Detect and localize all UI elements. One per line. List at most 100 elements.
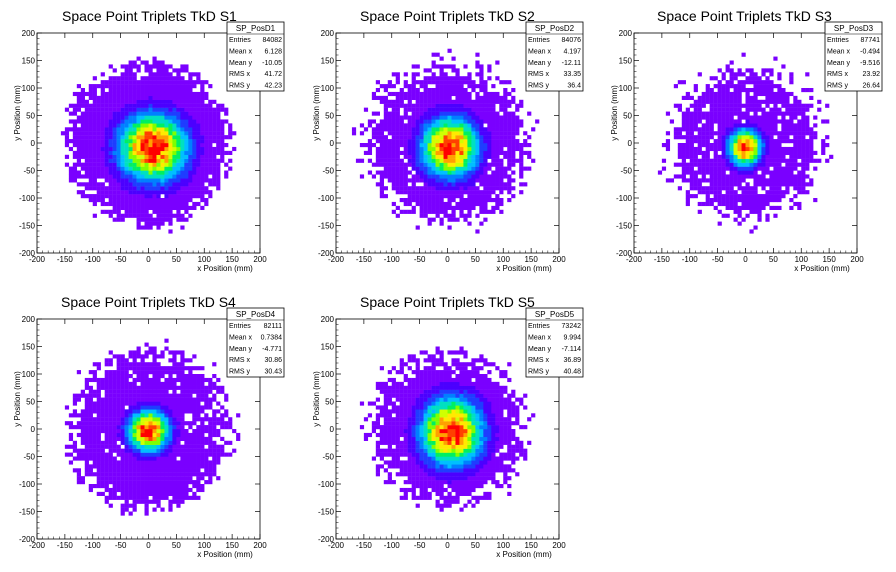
heatmap-cell	[92, 123, 97, 128]
heatmap-cell	[745, 139, 750, 144]
heatmap-cell	[124, 99, 129, 104]
heatmap-cell	[128, 409, 133, 414]
heatmap-cell	[741, 88, 746, 93]
heatmap-cell	[805, 103, 810, 108]
heatmap-cell	[439, 88, 444, 93]
heatmap-cell	[773, 178, 778, 183]
heatmap-cell	[68, 432, 74, 438]
heatmap-cell	[204, 135, 209, 140]
heatmap-cell	[777, 194, 782, 199]
heatmap-cell	[379, 123, 384, 128]
heatmap-cell	[773, 213, 778, 218]
y-tick-label: 150	[619, 57, 633, 66]
heatmap-cell	[527, 154, 532, 159]
heatmap-cell	[665, 146, 671, 152]
heatmap-cell	[180, 194, 185, 199]
heatmap-cell	[455, 201, 460, 207]
heatmap-cell	[188, 190, 193, 195]
heatmap-cell	[447, 107, 452, 112]
heatmap-cell	[176, 194, 181, 199]
heatmap-cell	[144, 91, 149, 97]
heatmap-cell	[769, 80, 774, 85]
heatmap-cell	[463, 111, 468, 116]
heatmap-cell	[188, 440, 193, 445]
heatmap-cell	[132, 190, 137, 195]
heatmap-cell	[124, 194, 129, 199]
heatmap-cell	[475, 166, 480, 171]
heatmap-cell	[431, 99, 436, 104]
heatmap-cell	[399, 158, 404, 163]
heatmap-cell	[120, 436, 125, 441]
heatmap-cell	[753, 135, 758, 140]
heatmap-cell	[507, 186, 512, 191]
heatmap-cell	[228, 131, 233, 136]
heatmap-cell	[455, 154, 460, 159]
heatmap-cell	[160, 135, 165, 140]
heatmap-cell	[172, 381, 177, 386]
heatmap-cell	[112, 389, 117, 394]
heatmap-cell	[156, 393, 161, 398]
heatmap-cell	[164, 88, 169, 93]
heatmap-cell	[116, 143, 121, 148]
heatmap-cell	[403, 150, 408, 155]
heatmap-cell	[511, 186, 516, 191]
heatmap-cell	[503, 95, 508, 100]
heatmap-cell	[124, 401, 129, 406]
heatmap-cell	[491, 143, 496, 148]
heatmap-cell	[176, 495, 181, 500]
heatmap-cell	[789, 162, 794, 167]
heatmap-cell	[499, 190, 504, 195]
heatmap-cell	[363, 150, 369, 155]
heatmap-cell	[80, 480, 85, 485]
heatmap-cell	[423, 111, 428, 116]
heatmap-cell	[84, 139, 89, 144]
heatmap-cell	[188, 186, 193, 191]
heatmap-cell	[124, 452, 129, 457]
heatmap-cell	[100, 174, 105, 179]
heatmap-cell	[673, 162, 678, 167]
heatmap-cell	[152, 135, 157, 140]
heatmap-cell	[136, 103, 141, 108]
heatmap-cell	[164, 468, 169, 473]
heatmap-cell	[204, 146, 209, 152]
heatmap-cell	[180, 91, 185, 97]
heatmap-cell	[821, 119, 826, 124]
heatmap-cell	[713, 119, 718, 124]
heatmap-cell	[64, 135, 70, 140]
heatmap-cell	[475, 194, 480, 199]
heatmap-cell	[423, 91, 428, 97]
heatmap-cell	[200, 99, 205, 104]
heatmap-cell	[152, 217, 157, 222]
heatmap-cell	[805, 162, 810, 167]
y-tick-label: -200	[616, 249, 633, 258]
heatmap-cell	[144, 201, 149, 207]
heatmap-cell	[785, 139, 790, 144]
heatmap-cell	[455, 99, 460, 104]
heatmap-cell	[431, 131, 436, 136]
heatmap-cell	[196, 401, 201, 406]
heatmap-cell	[725, 190, 730, 195]
heatmap-cell	[693, 99, 698, 104]
heatmap-cell	[749, 201, 754, 207]
heatmap-cell	[132, 88, 137, 93]
heatmap-cell	[84, 425, 89, 430]
heatmap-cell	[100, 377, 105, 383]
heatmap-cell	[164, 432, 169, 438]
heatmap-cell	[124, 385, 129, 390]
heatmap-cell	[745, 198, 750, 203]
heatmap-cell	[431, 111, 436, 116]
heatmap-cell	[208, 146, 213, 152]
heatmap-cell	[749, 88, 754, 93]
heatmap-cell	[483, 166, 488, 171]
heatmap-cell	[749, 76, 754, 81]
heatmap-cell	[459, 115, 464, 120]
heatmap-cell	[180, 119, 185, 124]
heatmap-cell	[176, 115, 181, 120]
heatmap-cell	[160, 217, 165, 222]
heatmap-cell	[144, 107, 149, 112]
heatmap-cell	[192, 80, 197, 85]
heatmap-cell	[152, 111, 157, 116]
heatmap-cell	[713, 166, 718, 171]
heatmap-cell	[451, 146, 456, 152]
heatmap-cell	[196, 429, 201, 434]
